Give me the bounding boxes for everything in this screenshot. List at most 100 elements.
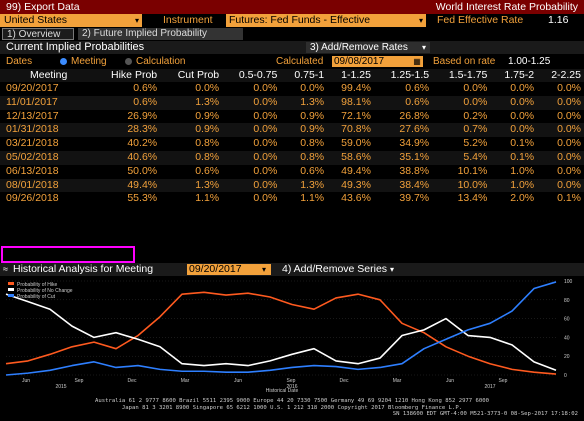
column-header[interactable]: 0.75-1: [280, 69, 328, 82]
probability-cell: 0.0%: [537, 150, 584, 165]
calculation-option-label[interactable]: Calculation: [136, 56, 186, 67]
probability-cell: 99.4%: [341, 82, 371, 94]
probability-cell: 40.6%: [92, 150, 161, 165]
collapse-icon[interactable]: ≈: [3, 264, 8, 274]
meeting-date-field[interactable]: 09/20/2017: [187, 264, 271, 275]
probability-cell: 0.0%: [510, 82, 535, 94]
probability-cell: 0.6%: [373, 95, 433, 110]
table-row[interactable]: 11/01/2017 0.6% 1.3% 0.0% 1.3% 98.1% 0.6% 0.0% 0…: [0, 95, 584, 110]
probability-cell: 0.0%: [222, 123, 281, 138]
add-remove-rates-label: 3) Add/Remove Rates: [310, 42, 408, 53]
series-line-cut: [5, 281, 557, 376]
x-tick-label: Dec: [128, 378, 137, 384]
column-header[interactable]: Meeting: [0, 69, 92, 82]
table-row[interactable]: 09/26/2018 55.3% 1.1% 0.0% 1.1% 43.6% 39.7% 13.…: [0, 192, 584, 206]
probability-cell: 1.0%: [490, 178, 538, 193]
probability-cell: 1.3%: [160, 95, 223, 110]
column-header[interactable]: 0.5-0.75: [222, 69, 281, 82]
x-tick-label: Dec: [340, 378, 349, 384]
meeting-radio-icon[interactable]: [60, 58, 67, 65]
export-data-button[interactable]: 99) Export Data: [6, 1, 80, 13]
column-header[interactable]: 1.75-2: [490, 69, 538, 82]
meeting-date-cell: 08/01/2018: [0, 178, 92, 193]
table-row[interactable]: 05/02/2018 40.6% 0.8% 0.0% 0.8% 58.6% 35.1% 5.4…: [0, 150, 584, 165]
legend-nochange: Probability of No Change: [17, 288, 73, 294]
table-row[interactable]: 12/13/2017 26.9% 0.9% 0.0% 0.9% 72.1% 26.8% 0.2…: [0, 110, 584, 124]
dropdown-arrow-icon[interactable]: ▾: [262, 265, 267, 274]
historical-analysis-label: Historical Analysis for Meeting: [13, 263, 154, 275]
legend-swatch: [8, 288, 14, 291]
probability-cell: 0.6%: [133, 82, 158, 94]
y-tick-label: 0: [564, 373, 567, 379]
column-header[interactable]: 1.25-1.5: [373, 69, 433, 82]
probability-cell: 0.1%: [490, 150, 538, 165]
meeting-date-cell: 09/26/2018: [6, 192, 59, 205]
column-header[interactable]: Hike Prob: [92, 69, 161, 82]
probability-cell: 35.1%: [373, 150, 433, 165]
probability-cell: 38.8%: [399, 164, 430, 177]
probability-cell: 0.0%: [557, 82, 581, 94]
x-tick-label: Sep: [499, 378, 508, 384]
column-header[interactable]: 1-1.25: [327, 69, 374, 82]
probability-cell: 0.8%: [300, 137, 325, 150]
column-header[interactable]: Cut Prob: [160, 69, 223, 82]
probability-cell: 0.0%: [432, 95, 491, 110]
footer: Australia 61 2 9777 8600 Brazil 5511 239…: [0, 398, 584, 418]
probability-cell: 1.3%: [280, 178, 328, 193]
probability-cell: 38.4%: [373, 178, 433, 193]
tab-future-implied-probability[interactable]: 2) Future Implied Probability: [78, 28, 243, 40]
table-row[interactable]: 06/13/2018 50.0% 0.6% 0.0% 0.6% 49.4% 38.8% 10.…: [0, 165, 584, 179]
probability-cell: 0.0%: [300, 82, 325, 94]
meeting-date-cell: 09/20/2017: [6, 82, 59, 94]
calculated-date-field[interactable]: 09/08/2017: [332, 56, 422, 67]
table-row[interactable]: 03/21/2018 40.2% 0.8% 0.0% 0.8% 59.0% 34.9% 5.2…: [0, 137, 584, 151]
controls-row: Dates Meeting Calculation Calculated 09/…: [0, 55, 584, 68]
year-label: 2016: [286, 384, 297, 390]
dropdown-arrow-icon: ▾: [134, 16, 139, 25]
probability-cell: 2.0%: [510, 192, 535, 205]
column-header[interactable]: 2-2.25: [537, 69, 584, 82]
probability-cell: 55.3%: [127, 192, 158, 205]
section-title: Current Implied Probabilities: [6, 41, 145, 53]
probability-cell: 0.8%: [195, 137, 220, 150]
legend-swatch: [8, 294, 14, 297]
calculation-radio-icon[interactable]: [125, 58, 132, 65]
table-row[interactable]: 09/20/2017 0.6% 0.0% 0.0% 0.0% 99.4% 0.6% 0.0% 0…: [0, 82, 584, 96]
table-row[interactable]: 01/31/2018 28.3% 0.9% 0.0% 0.9% 70.8% 27.6% 0.7…: [0, 123, 584, 138]
probability-cell: 0.0%: [222, 95, 281, 110]
footer-line-1: Australia 61 2 9777 8600 Brazil 5511 239…: [94, 398, 490, 404]
instrument-dropdown[interactable]: Futures: Fed Funds - Effective ▾: [226, 14, 426, 27]
calculated-label: Calculated: [276, 56, 324, 67]
column-header[interactable]: 1.5-1.75: [432, 69, 491, 82]
probability-cell: 34.9%: [399, 137, 430, 150]
country-dropdown[interactable]: United States ▾: [0, 14, 142, 27]
x-tick-label: Jun: [234, 378, 242, 384]
meeting-date-cell: 06/13/2018: [6, 164, 59, 177]
table-row[interactable]: 08/01/2018 49.4% 1.3% 0.0% 1.3% 49.3% 38.4% 10.…: [0, 178, 584, 193]
probability-cell: 40.2%: [127, 137, 158, 150]
probability-cell: 70.8%: [327, 123, 374, 138]
legend-cut: Probability of Cut: [17, 294, 56, 300]
probability-cell: 0.0%: [537, 178, 584, 193]
series-line-hike: [5, 291, 557, 375]
tab-overview[interactable]: 1) Overview: [2, 28, 74, 40]
probability-cell: 26.9%: [127, 109, 158, 122]
line-chart: 100 80 60 40 20 0 Jun Sep Dec Mar Jun Sep Dec Mar Jun…: [0, 277, 584, 395]
probability-cell: 0.0%: [195, 82, 220, 94]
dropdown-arrow-icon[interactable]: ▾: [390, 265, 395, 274]
y-tick-label: 100: [564, 279, 573, 285]
dropdown-arrow-icon: ▾: [421, 43, 426, 52]
probability-cell: 58.6%: [327, 150, 374, 165]
instrument-value: Futures: Fed Funds - Effective: [229, 14, 371, 26]
add-remove-rates-button[interactable]: 3) Add/Remove Rates ▾: [306, 42, 430, 53]
calendar-icon[interactable]: ▦: [411, 56, 423, 67]
meeting-option-label[interactable]: Meeting: [71, 56, 107, 67]
based-on-rate-label: Based on rate: [433, 56, 496, 67]
dropdown-arrow-icon: ▾: [418, 16, 423, 25]
probability-cell: 0.7%: [432, 123, 491, 138]
x-tick-label: Jun: [22, 378, 30, 384]
probability-cell: 1.3%: [280, 95, 328, 110]
add-remove-series-button[interactable]: 4) Add/Remove Series: [282, 263, 388, 275]
dates-label: Dates: [6, 56, 33, 67]
probability-cell: 0.0%: [253, 192, 278, 205]
